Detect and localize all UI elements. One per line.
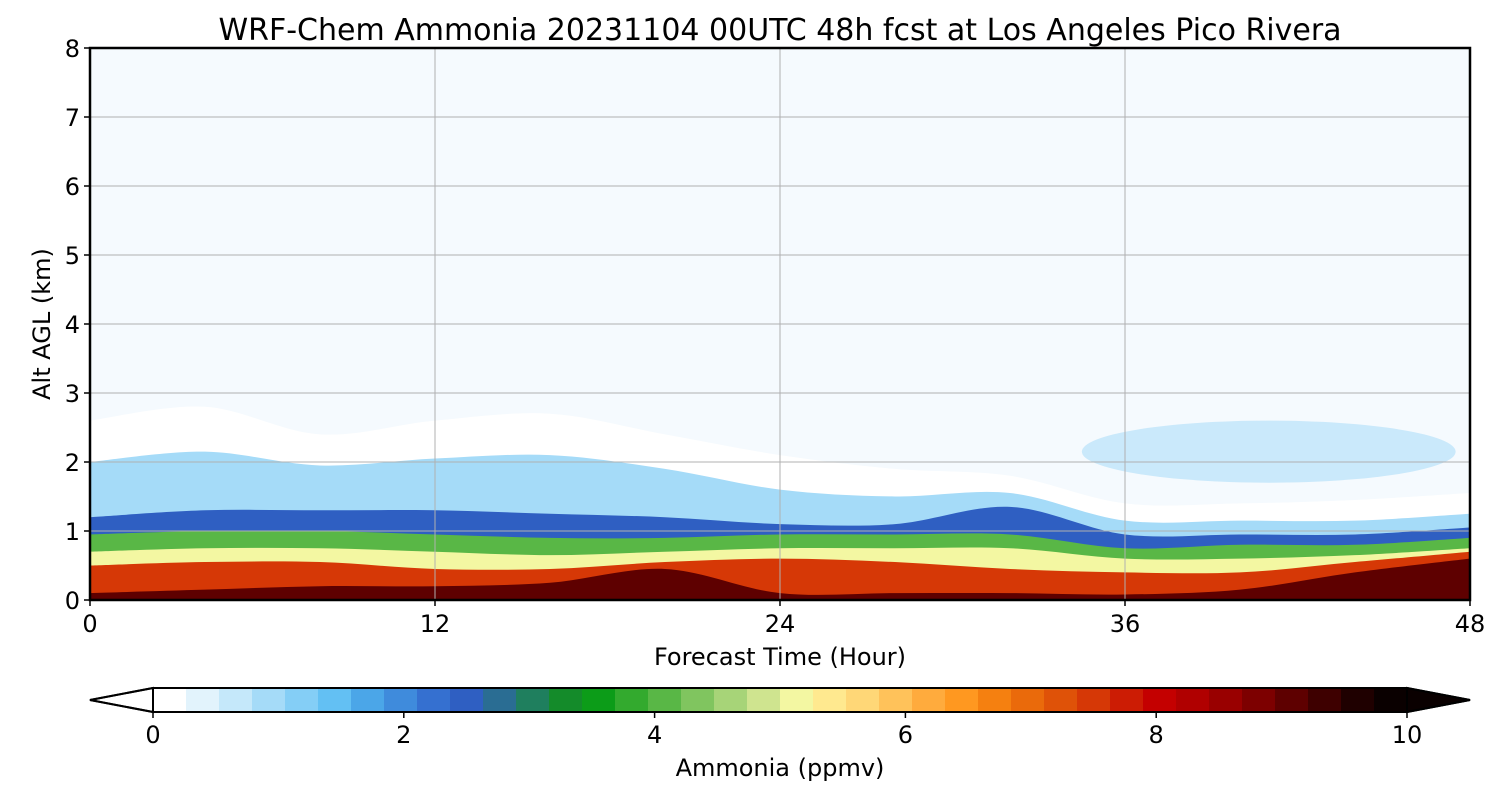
colorbar-label: Ammonia (ppmv): [676, 754, 885, 782]
x-tick-label: 0: [82, 610, 97, 638]
colorbar-swatch: [1242, 688, 1276, 712]
colorbar-swatch: [846, 688, 880, 712]
grid-lines: [90, 48, 1470, 600]
colorbar-swatch: [384, 688, 418, 712]
colorbar-swatch: [714, 688, 748, 712]
colorbar-extend-low: [89, 686, 154, 714]
colorbar-extend-high: [1406, 686, 1471, 714]
x-tick-label: 36: [1110, 610, 1141, 638]
y-axis: 0 1 2 3 4 5 6 7 8: [65, 35, 90, 615]
x-axis-label: Forecast Time (Hour): [654, 643, 906, 671]
y-tick-label: 6: [65, 173, 80, 201]
colorbar-swatch: [1110, 688, 1144, 712]
colorbar-swatch: [582, 688, 616, 712]
colorbar: [89, 686, 1471, 714]
y-axis-label: Alt AGL (km): [28, 248, 56, 400]
colorbar-swatch: [252, 688, 286, 712]
colorbar-swatch: [681, 688, 715, 712]
y-tick-label: 2: [65, 449, 80, 477]
colorbar-swatch: [912, 688, 946, 712]
colorbar-swatch: [186, 688, 220, 712]
colorbar-swatch: [648, 688, 682, 712]
colorbar-swatch: [318, 688, 352, 712]
colorbar-swatch: [780, 688, 814, 712]
chart-title: WRF-Chem Ammonia 20231104 00UTC 48h fcst…: [218, 13, 1341, 48]
colorbar-swatch: [1176, 688, 1210, 712]
x-tick-label: 48: [1455, 610, 1486, 638]
colorbar-swatch: [450, 688, 484, 712]
colorbar-tick-label: 0: [145, 721, 160, 749]
colorbar-swatch: [1374, 688, 1408, 712]
colorbar-tick-label: 6: [898, 721, 913, 749]
colorbar-swatch: [813, 688, 847, 712]
y-tick-label: 7: [65, 104, 80, 132]
y-tick-label: 3: [65, 380, 80, 408]
colorbar-swatch: [615, 688, 649, 712]
colorbar-swatch: [1143, 688, 1177, 712]
colorbar-swatch: [879, 688, 913, 712]
colorbar-swatch: [1209, 688, 1243, 712]
colorbar-tick-label: 2: [396, 721, 411, 749]
colorbar-swatch: [747, 688, 781, 712]
colorbar-swatch: [351, 688, 385, 712]
colorbar-swatch: [285, 688, 319, 712]
colorbar-swatch: [483, 688, 517, 712]
colorbar-ticks: 0 2 4 6 8 10: [145, 712, 1422, 749]
colorbar-swatch: [1308, 688, 1342, 712]
x-tick-label: 24: [765, 610, 796, 638]
y-tick-label: 4: [65, 311, 80, 339]
colorbar-swatch: [153, 688, 187, 712]
colorbar-swatch: [1044, 688, 1078, 712]
colorbar-swatch: [219, 688, 253, 712]
colorbar-tick-label: 10: [1392, 721, 1423, 749]
y-tick-label: 8: [65, 35, 80, 63]
colorbar-swatch: [1077, 688, 1111, 712]
colorbar-swatch: [945, 688, 979, 712]
x-tick-label: 12: [420, 610, 451, 638]
x-axis: 0 12 24 36 48: [82, 600, 1485, 638]
colorbar-tick-label: 8: [1149, 721, 1164, 749]
colorbar-swatch: [1341, 688, 1375, 712]
colorbar-swatch: [978, 688, 1012, 712]
y-tick-label: 5: [65, 242, 80, 270]
colorbar-swatch: [516, 688, 550, 712]
upper-concentration-patch: [1081, 420, 1456, 483]
colorbar-swatch: [549, 688, 583, 712]
colorbar-swatch: [1011, 688, 1045, 712]
colorbar-swatch: [1275, 688, 1309, 712]
y-tick-label: 0: [65, 587, 80, 615]
y-tick-label: 1: [65, 518, 80, 546]
colorbar-tick-label: 4: [647, 721, 662, 749]
colorbar-swatch: [417, 688, 451, 712]
